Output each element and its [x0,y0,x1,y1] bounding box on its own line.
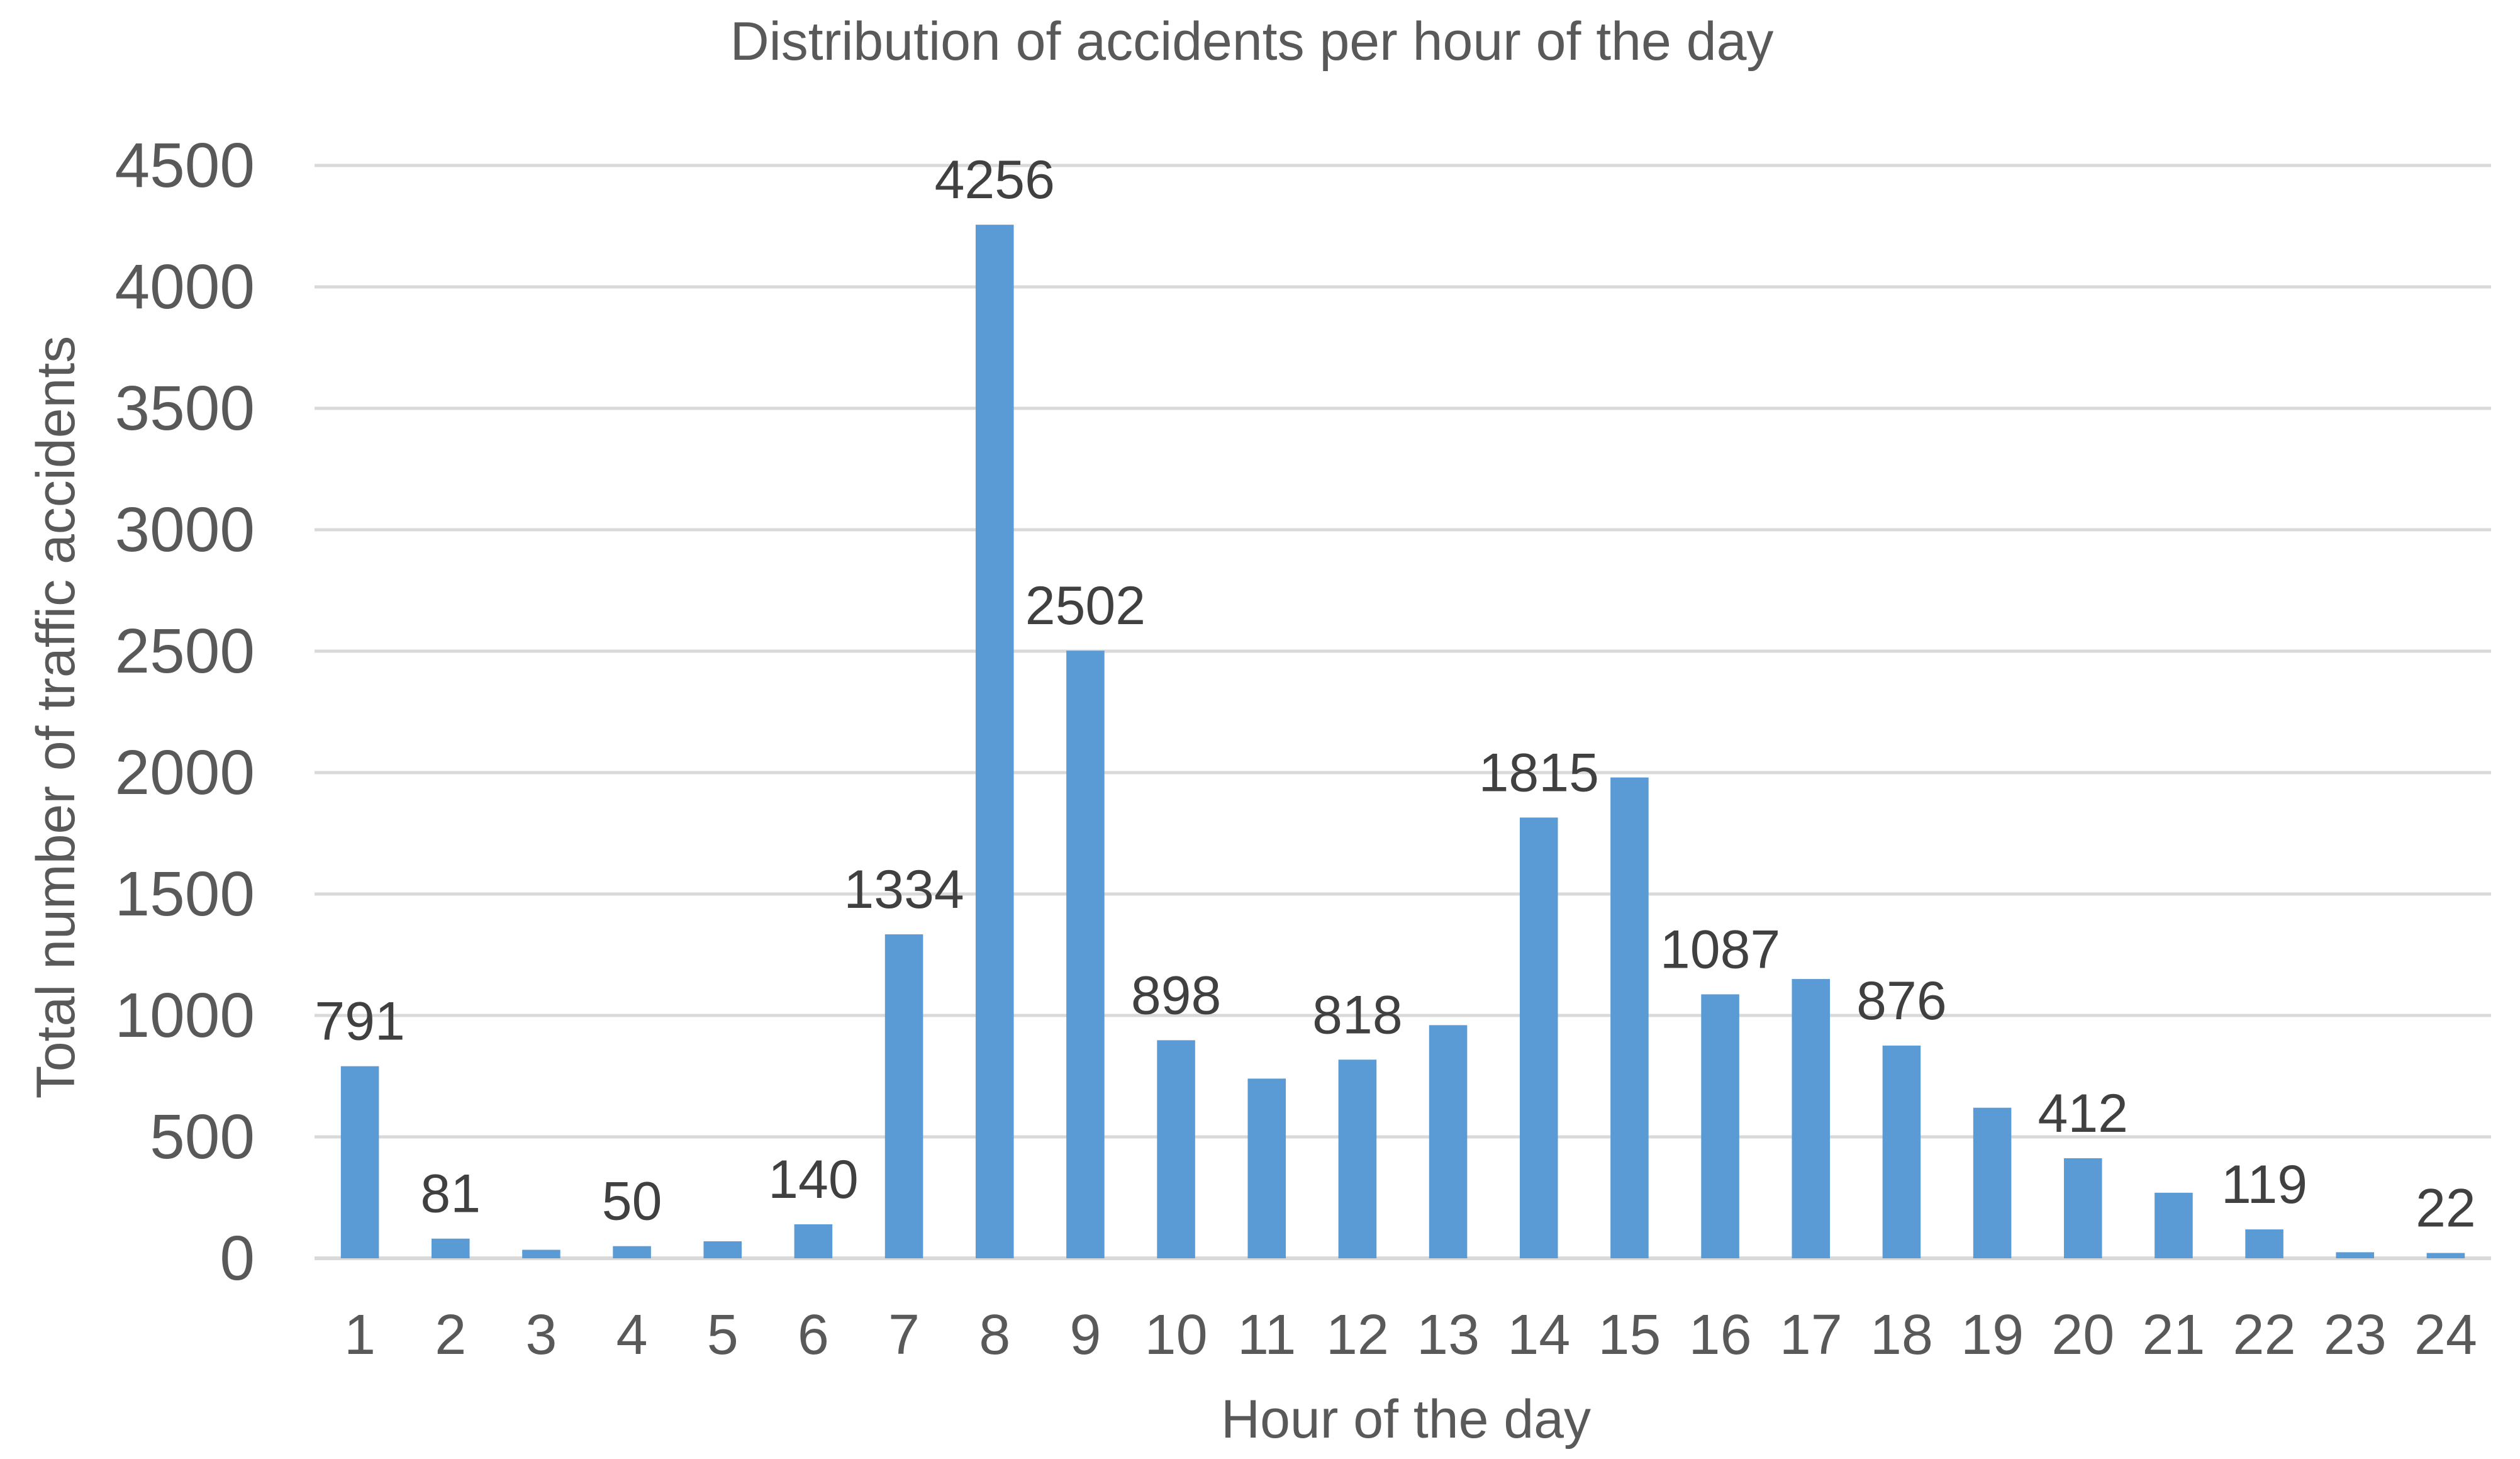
y-tick-label: 1500 [115,859,255,929]
bars [340,225,2465,1259]
bar [975,225,1014,1259]
bar [2245,1229,2283,1258]
data-label: 818 [1312,985,1403,1045]
data-label: 412 [2038,1083,2129,1144]
bar [1792,979,1831,1258]
data-label: 1087 [1660,919,1780,980]
bar [1066,651,1105,1258]
bar [431,1238,470,1258]
bar [1701,994,1739,1258]
y-tick-label: 3500 [115,373,255,444]
x-tick-label: 21 [2142,1304,2205,1367]
bar [1338,1059,1377,1258]
bar [1429,1025,1468,1258]
data-label: 140 [768,1149,859,1210]
x-axis-title: Hour of the day [1221,1389,1591,1450]
y-axis: 0 500 1000 1500 2000 2500 3000 3500 4000 4500 [115,130,255,1294]
y-tick-label: 3000 [115,495,255,565]
bar [1973,1107,2012,1258]
y-tick-label: 1000 [115,980,255,1051]
x-tick-label: 8 [979,1304,1010,1367]
x-tick-label: 22 [2233,1304,2296,1367]
bar [1519,817,1558,1258]
bar [2336,1252,2375,1258]
x-tick-label: 18 [1870,1304,1933,1367]
bar [1247,1078,1286,1258]
x-tick-label: 11 [1237,1304,1296,1367]
x-tick-label: 13 [1417,1304,1480,1367]
y-tick-label: 4500 [115,130,255,201]
y-tick-label: 4000 [115,252,255,322]
bar [340,1066,379,1258]
data-label: 81 [420,1164,481,1224]
x-tick-label: 4 [616,1304,648,1367]
y-tick-label: 2500 [115,616,255,686]
data-label: 4256 [935,150,1055,210]
chart-title: Distribution of accidents per hour of th… [730,11,1774,72]
data-label: 1815 [1479,742,1599,803]
y-axis-title: Total number of traffic accidents [26,336,86,1099]
bar [884,934,923,1258]
y-tick-label: 500 [150,1102,255,1172]
x-tick-label: 16 [1689,1304,1752,1367]
x-tick-label: 2 [435,1304,466,1367]
x-tick-label: 7 [888,1304,920,1367]
x-tick-label: 9 [1069,1304,1101,1367]
bar [703,1241,742,1258]
x-tick-label: 24 [2414,1304,2477,1367]
x-tick-label: 3 [525,1304,557,1367]
x-tick-label: 6 [798,1304,829,1367]
bar [613,1246,651,1258]
x-tick-label: 14 [1507,1304,1570,1367]
x-tick-label: 20 [2051,1304,2114,1367]
y-tick-label: 0 [220,1223,255,1294]
data-label: 22 [2416,1178,2476,1239]
data-label: 2502 [1025,576,1146,636]
bar [2426,1253,2465,1258]
x-tick-label: 17 [1780,1304,1843,1367]
x-tick-label: 23 [2324,1304,2387,1367]
x-tick-label: 15 [1598,1304,1661,1367]
data-label: 898 [1131,965,1222,1026]
bar [1610,777,1649,1258]
data-label: 791 [315,992,405,1052]
x-tick-label: 12 [1326,1304,1389,1367]
x-tick-label: 5 [707,1304,739,1367]
bar [522,1249,560,1258]
data-labels: 791 81 50 140 1334 4256 2502 898 818 1815 1087 876 4… [315,150,2475,1238]
bar [2155,1192,2193,1258]
gridlines [315,164,2491,1260]
x-axis: 1 2 3 4 5 6 7 8 9 10 11 12 13 14 15 16 17 18 19 20 21 22 23 24 [344,1304,2477,1367]
x-tick-label: 1 [344,1304,376,1367]
data-label: 50 [602,1171,662,1232]
x-tick-label: 10 [1145,1304,1208,1367]
bar [1157,1040,1195,1258]
x-tick-label: 19 [1961,1304,2024,1367]
bar [1882,1045,1921,1258]
bar [2063,1158,2102,1258]
data-label: 1334 [844,859,964,920]
data-label: 119 [2221,1154,2307,1215]
bar [794,1224,833,1258]
data-label: 876 [1856,971,1947,1031]
y-tick-label: 2000 [115,737,255,808]
